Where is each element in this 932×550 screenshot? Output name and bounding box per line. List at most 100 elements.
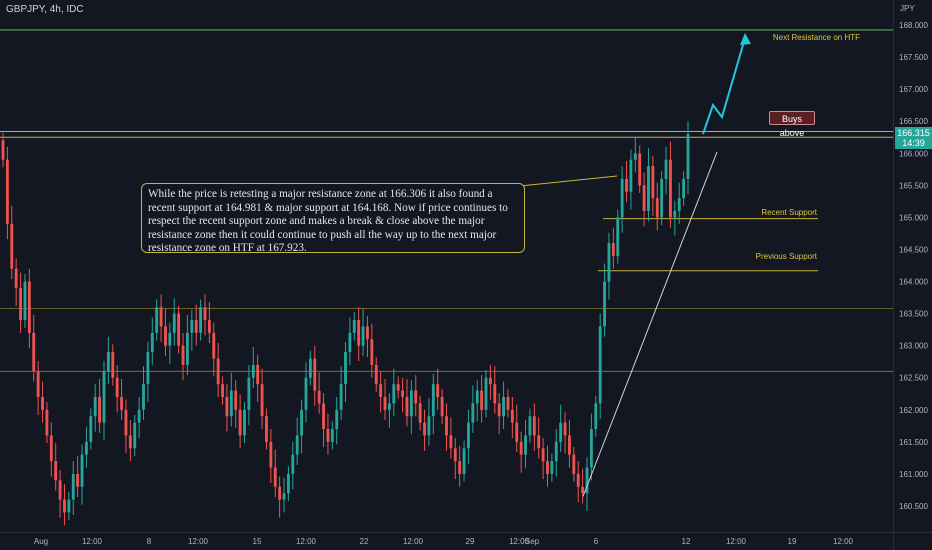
candle-body [102,371,106,423]
candle-body [589,429,593,468]
recent-support-label: Recent Support [761,208,817,217]
candle-body [677,198,681,211]
candle-body [392,384,396,404]
price-tick-label: 163.000 [899,342,928,351]
buys-above-label[interactable]: Buys above [769,111,815,138]
time-tick-label: 12:00 [82,537,103,546]
candle-body [326,429,330,442]
candle-body [36,371,40,397]
candle-body [607,243,611,282]
candle-body [111,352,115,378]
price-tick-label: 167.000 [899,85,928,94]
analysis-note[interactable]: While the price is retesting a major res… [141,183,525,254]
candle-body [361,326,365,346]
candle-body [41,396,44,410]
candle-body [568,435,571,455]
candle-body [629,159,633,192]
candle-body [502,396,506,417]
candle-body [409,390,413,417]
candle-body [458,461,462,474]
candle-body [493,384,497,404]
candle-body [216,358,220,385]
candle-body [137,409,141,423]
candle-body [185,332,189,365]
candle-body [238,409,242,436]
candle-body [308,358,312,378]
price-tick-label: 163.500 [899,310,928,319]
candle-body [133,422,137,449]
candle-body [475,390,479,404]
candle-body [515,422,519,442]
time-tick-label: 12 [682,537,691,546]
candle-body [488,377,492,385]
candle-body [172,313,176,333]
symbol-header: GBPJPY, 4h, IDC [6,4,84,15]
candle-body [317,390,321,404]
candle-body [620,178,624,218]
previous-support-label: Previous Support [756,252,818,261]
candle-body [269,441,273,468]
candle-body [462,448,466,474]
candle-body [229,390,233,417]
candle-body [559,422,563,442]
candle-body [150,332,154,353]
candle-body [467,422,470,449]
time-tick-label: 22 [360,537,369,546]
candle-body [67,499,71,513]
price-tick-label: 164.000 [899,278,928,287]
current-price-countdown: 14:39 [902,138,925,148]
candle-body [199,307,203,333]
candle-body [194,320,198,333]
candle-body [98,396,102,423]
candle-body [80,454,84,487]
time-tick-label: 6 [594,537,599,546]
projection-path [702,37,746,135]
time-tick-label: 8 [147,537,152,546]
candle-body [265,416,268,442]
candle-body [651,166,655,199]
time-tick-label: 19 [788,537,797,546]
candle-body [664,159,668,179]
candle-body [480,390,484,410]
candle-body [93,396,97,417]
candle-body [155,307,159,333]
candle-body [300,409,304,436]
candle-body [106,352,110,372]
candle-body [256,364,260,385]
candle-body [440,396,444,417]
candle-body [291,454,295,474]
candle-body [449,435,453,449]
candle-body [585,467,589,494]
candle-body [554,441,558,462]
candle-body [423,422,426,436]
candle-body [120,396,123,410]
time-tick-label: 12:00 [833,537,854,546]
candle-body [594,403,598,430]
annotation-pointer [519,175,618,187]
candle-body [550,461,554,474]
candle-body [581,486,585,494]
candle-body [45,409,49,436]
candle-body [598,326,602,404]
candle-body [642,185,646,211]
candle-body [660,178,664,218]
candle-body [273,467,277,487]
candle-body [71,473,75,500]
candle-body [159,307,163,327]
candle-body [379,384,383,397]
candle-body [357,320,361,346]
price-tick-label: 166.000 [899,149,928,158]
candle-body [366,326,369,340]
projection-arrow-head [740,33,751,45]
candle-body [190,320,194,333]
candle-body [23,281,27,321]
price-tick-label: 165.000 [899,213,928,222]
time-tick-label: 12:00 [296,537,317,546]
candle-body [625,178,628,192]
candle-body [401,390,405,397]
candle-body [128,435,132,449]
candle-body [286,473,290,494]
candle-body [146,352,150,385]
